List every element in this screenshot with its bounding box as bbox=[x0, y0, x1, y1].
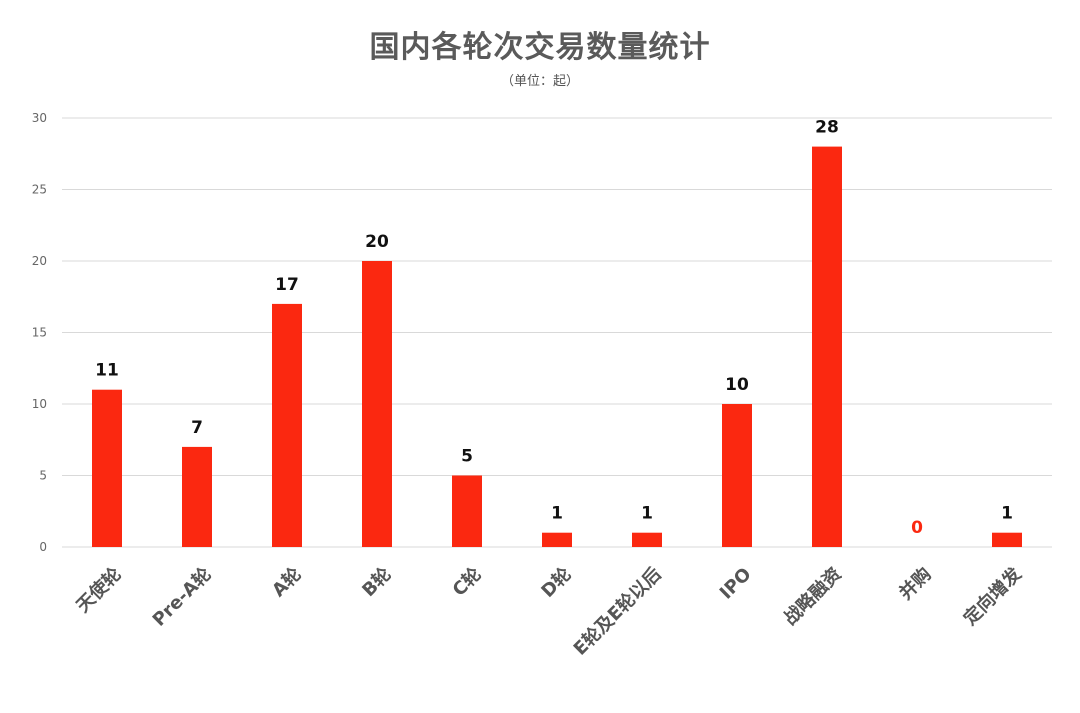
chart-title: 国内各轮次交易数量统计 bbox=[369, 30, 711, 65]
data-label: 20 bbox=[365, 232, 389, 252]
data-label: 10 bbox=[725, 375, 749, 395]
chart-subtitle: （单位：起） bbox=[500, 74, 579, 89]
bar bbox=[812, 146, 842, 547]
bar bbox=[182, 446, 212, 547]
data-label: 1 bbox=[641, 504, 653, 524]
data-label: 1 bbox=[1001, 504, 1013, 524]
bar bbox=[272, 303, 302, 547]
category-label: 战略融资 bbox=[779, 563, 845, 629]
y-axis-ticks: 0 5 10 15 20 25 30 bbox=[32, 111, 47, 554]
y-tick-label: 25 bbox=[32, 183, 47, 197]
category-label: E轮及E轮以后 bbox=[569, 563, 666, 660]
bar bbox=[92, 389, 122, 547]
bar bbox=[992, 532, 1022, 547]
data-label: 0 bbox=[911, 518, 923, 538]
y-tick-label: 20 bbox=[32, 254, 47, 268]
bar bbox=[452, 475, 482, 547]
category-label: Pre-A轮 bbox=[148, 563, 216, 631]
data-label: 28 bbox=[815, 118, 839, 138]
y-tick-label: 0 bbox=[39, 540, 47, 554]
category-label: 定向增发 bbox=[959, 562, 1026, 629]
bars bbox=[92, 146, 1022, 547]
category-label: IPO bbox=[716, 564, 756, 604]
category-label: A轮 bbox=[267, 563, 305, 601]
bar bbox=[722, 404, 752, 547]
y-tick-label: 30 bbox=[32, 111, 47, 125]
category-label: 并购 bbox=[895, 563, 936, 604]
category-label: B轮 bbox=[358, 563, 396, 601]
bar bbox=[362, 261, 392, 547]
y-tick-label: 5 bbox=[39, 469, 47, 483]
category-label: 天使轮 bbox=[72, 563, 126, 617]
y-tick-label: 10 bbox=[32, 397, 47, 411]
bar bbox=[632, 532, 662, 547]
data-label: 17 bbox=[275, 275, 299, 295]
category-label: C轮 bbox=[448, 563, 486, 601]
data-label: 1 bbox=[551, 504, 563, 524]
category-label: D轮 bbox=[537, 563, 576, 602]
data-label: 11 bbox=[95, 361, 119, 381]
bar bbox=[542, 532, 572, 547]
y-tick-label: 15 bbox=[32, 326, 47, 340]
data-label: 5 bbox=[461, 447, 473, 467]
data-label: 7 bbox=[191, 418, 203, 438]
